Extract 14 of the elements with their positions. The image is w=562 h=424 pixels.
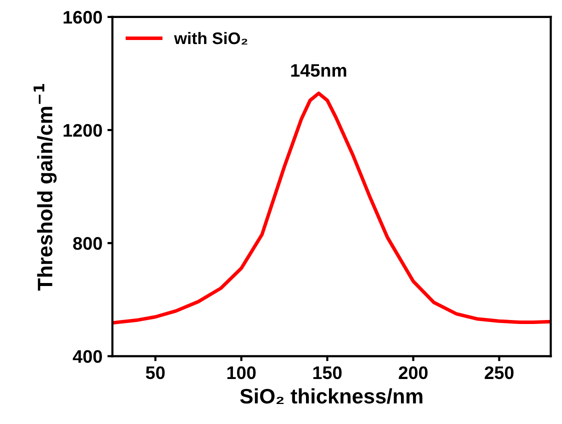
y-tick-label: 800 <box>73 237 102 250</box>
x-tick-label: 50 <box>146 366 165 380</box>
line-series <box>112 92 551 325</box>
x-tick-label: 150 <box>313 366 342 380</box>
y-axis-title: Threshold gain/cm$^{−1}$ <box>34 84 57 291</box>
annotation: 145nm <box>291 64 346 77</box>
x-axis-title: SiO₂ thickness/nm <box>240 388 422 404</box>
y-tick-label: 1200 <box>64 124 102 137</box>
x-tick-label: 100 <box>227 366 256 380</box>
x-tick-label: 200 <box>398 366 428 380</box>
legend-label: with SiO₂ <box>174 32 248 45</box>
x-tick-label: 250 <box>484 366 514 380</box>
y-tick-label: 1600 <box>64 10 102 24</box>
y-tick-label: 400 <box>72 350 102 363</box>
